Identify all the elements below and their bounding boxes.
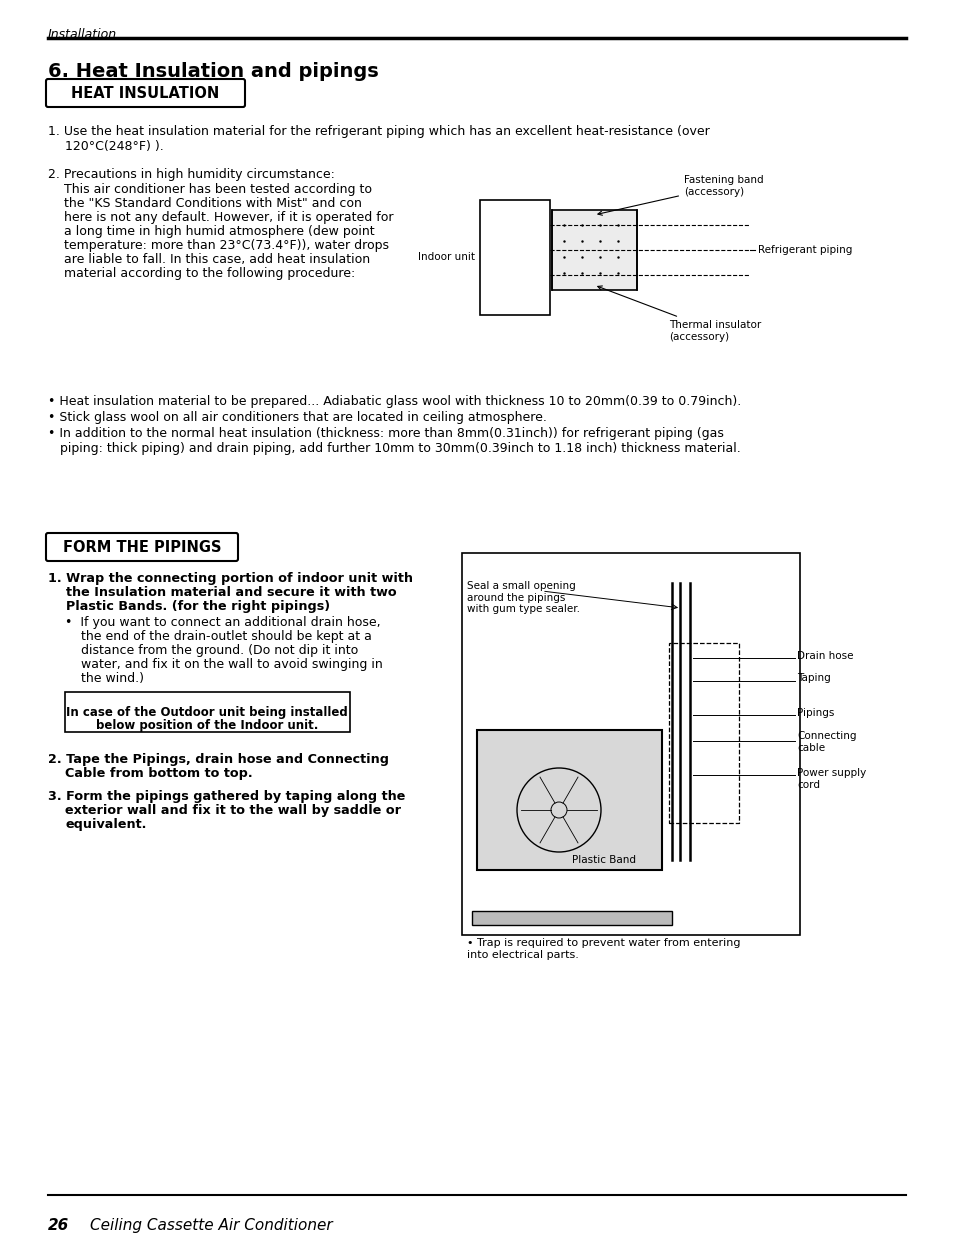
- Text: Refrigerant piping: Refrigerant piping: [758, 245, 851, 255]
- Text: here is not any default. However, if it is operated for: here is not any default. However, if it …: [48, 211, 393, 224]
- Text: 6. Heat Insulation and pipings: 6. Heat Insulation and pipings: [48, 62, 378, 81]
- Text: In case of the Outdoor unit being installed: In case of the Outdoor unit being instal…: [66, 706, 348, 718]
- Text: a long time in high humid atmosphere (dew point: a long time in high humid atmosphere (de…: [48, 225, 375, 237]
- Text: are liable to fall. In this case, add heat insulation: are liable to fall. In this case, add he…: [48, 254, 370, 266]
- Text: • Heat insulation material to be prepared... Adiabatic glass wool with thickness: • Heat insulation material to be prepare…: [48, 395, 740, 408]
- Text: the Insulation material and secure it with two: the Insulation material and secure it wi…: [48, 585, 396, 599]
- Text: Fastening band
(accessory): Fastening band (accessory): [598, 175, 762, 215]
- Text: below position of the Indoor unit.: below position of the Indoor unit.: [95, 718, 318, 732]
- Text: 1. Wrap the connecting portion of indoor unit with: 1. Wrap the connecting portion of indoor…: [48, 572, 413, 585]
- Text: • Stick glass wool on all air conditioners that are located in ceiling atmospher: • Stick glass wool on all air conditione…: [48, 411, 546, 424]
- Text: equivalent.: equivalent.: [65, 818, 146, 832]
- Text: • In addition to the normal heat insulation (thickness: more than 8mm(0.31inch)): • In addition to the normal heat insulat…: [48, 428, 723, 440]
- Text: exterior wall and fix it to the wall by saddle or: exterior wall and fix it to the wall by …: [65, 804, 400, 817]
- FancyBboxPatch shape: [46, 533, 237, 561]
- Text: • Trap is required to prevent water from entering
into electrical parts.: • Trap is required to prevent water from…: [467, 938, 740, 960]
- Text: Plastic Bands. (for the right pipings): Plastic Bands. (for the right pipings): [48, 600, 330, 613]
- Text: Taping: Taping: [796, 672, 830, 682]
- Text: Seal a small opening
around the pipings
with gum type sealer.: Seal a small opening around the pipings …: [467, 580, 579, 614]
- Text: the end of the drain-outlet should be kept at a: the end of the drain-outlet should be ke…: [65, 630, 372, 643]
- Bar: [668, 643, 739, 823]
- Text: HEAT INSULATION: HEAT INSULATION: [71, 86, 219, 101]
- Text: Installation: Installation: [48, 29, 117, 41]
- FancyBboxPatch shape: [46, 80, 245, 107]
- Text: Plastic Band: Plastic Band: [572, 855, 636, 865]
- Bar: [476, 730, 661, 870]
- Text: 120°C(248°F) ).: 120°C(248°F) ).: [65, 140, 164, 153]
- Text: 2. Tape the Pipings, drain hose and Connecting: 2. Tape the Pipings, drain hose and Conn…: [48, 753, 389, 766]
- Bar: [461, 553, 800, 935]
- Text: Cable from bottom to top.: Cable from bottom to top.: [65, 767, 253, 781]
- Text: 3. Form the pipings gathered by taping along the: 3. Form the pipings gathered by taping a…: [48, 791, 405, 803]
- Text: temperature: more than 23°C(73.4°F)), water drops: temperature: more than 23°C(73.4°F)), wa…: [48, 239, 389, 252]
- Text: Drain hose: Drain hose: [796, 651, 853, 661]
- Text: the wind.): the wind.): [65, 672, 144, 685]
- Text: This air conditioner has been tested according to: This air conditioner has been tested acc…: [48, 183, 372, 196]
- Bar: [65, 692, 350, 732]
- Text: the "KS Standard Conditions with Mist" and con: the "KS Standard Conditions with Mist" a…: [48, 196, 361, 210]
- Bar: [552, 210, 637, 290]
- Text: FORM THE PIPINGS: FORM THE PIPINGS: [63, 539, 221, 554]
- Text: Power supply
cord: Power supply cord: [796, 768, 865, 789]
- Text: Thermal insulator
(accessory): Thermal insulator (accessory): [598, 286, 760, 342]
- Text: 26: 26: [48, 1218, 70, 1233]
- Text: material according to the following procedure:: material according to the following proc…: [48, 267, 355, 280]
- Text: 2. Precautions in high humidity circumstance:: 2. Precautions in high humidity circumst…: [48, 168, 335, 181]
- Text: Indoor unit: Indoor unit: [417, 252, 475, 262]
- Bar: [479, 200, 550, 314]
- Text: piping: thick piping) and drain piping, add further 10mm to 30mm(0.39inch to 1.1: piping: thick piping) and drain piping, …: [60, 443, 740, 455]
- Text: Ceiling Cassette Air Conditioner: Ceiling Cassette Air Conditioner: [90, 1218, 333, 1233]
- Text: •  If you want to connect an additional drain hose,: • If you want to connect an additional d…: [65, 617, 380, 629]
- Text: 1. Use the heat insulation material for the refrigerant piping which has an exce: 1. Use the heat insulation material for …: [48, 126, 709, 138]
- Text: Pipings: Pipings: [796, 709, 834, 718]
- Text: distance from the ground. (Do not dip it into: distance from the ground. (Do not dip it…: [65, 644, 358, 658]
- Text: water, and fix it on the wall to avoid swinging in: water, and fix it on the wall to avoid s…: [65, 658, 382, 671]
- Text: Connecting
cable: Connecting cable: [796, 731, 856, 752]
- Bar: [472, 911, 671, 925]
